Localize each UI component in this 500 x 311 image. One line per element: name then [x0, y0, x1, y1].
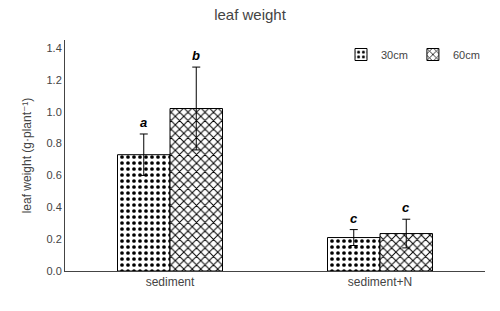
- svg-text:sediment: sediment: [146, 275, 195, 289]
- svg-text:sediment+N: sediment+N: [348, 275, 412, 289]
- svg-text:0.8: 0.8: [47, 137, 62, 149]
- svg-text:b: b: [192, 48, 200, 63]
- svg-text:0.2: 0.2: [47, 233, 62, 245]
- svg-text:30cm: 30cm: [381, 49, 408, 61]
- svg-text:0.0: 0.0: [47, 265, 62, 277]
- svg-text:1.4: 1.4: [47, 42, 62, 54]
- svg-text:1.2: 1.2: [47, 74, 62, 86]
- svg-text:c: c: [350, 211, 358, 226]
- svg-text:0.4: 0.4: [47, 201, 62, 213]
- svg-text:leaf weight (g·plant⁻¹): leaf weight (g·plant⁻¹): [20, 98, 34, 214]
- svg-text:c: c: [402, 200, 410, 215]
- svg-text:1.0: 1.0: [47, 106, 62, 118]
- svg-text:leaf weight: leaf weight: [214, 6, 287, 23]
- svg-text:0.6: 0.6: [47, 169, 62, 181]
- svg-text:a: a: [140, 115, 147, 130]
- svg-text:60cm: 60cm: [453, 49, 480, 61]
